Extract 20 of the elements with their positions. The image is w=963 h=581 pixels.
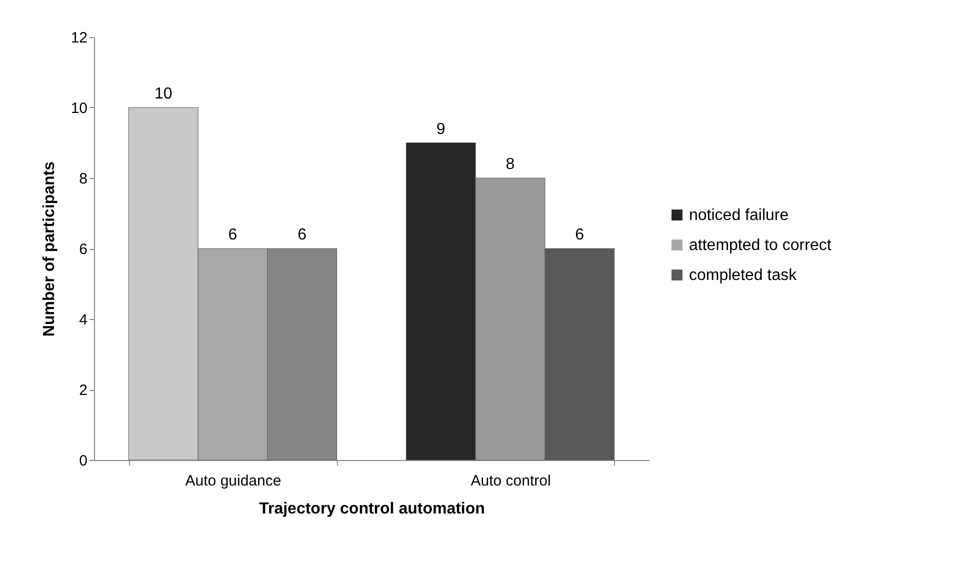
legend-label: attempted to correct (689, 237, 832, 254)
data-label: 10 (154, 86, 172, 102)
data-label: 6 (298, 226, 307, 244)
y-tick-label: 6 (79, 241, 88, 258)
y-tick-label: 0 (79, 452, 88, 470)
x-axis-title: Trajectory control automation (259, 500, 485, 518)
y-axis-title: Number of participants (40, 161, 58, 337)
y-tick-label: 12 (70, 30, 88, 46)
y-tick-label: 2 (79, 382, 88, 399)
y-tick-label: 10 (70, 100, 88, 117)
x-tick-label: Auto control (470, 472, 551, 490)
legend-label: completed task (689, 267, 798, 284)
data-label: 6 (228, 226, 238, 244)
data-label: 8 (506, 156, 515, 173)
y-tick-label: 4 (79, 312, 88, 328)
legend-label: noticed failure (689, 207, 789, 224)
x-tick-label: Auto guidance (185, 472, 282, 490)
data-label: 6 (575, 226, 584, 244)
data-label: 9 (436, 120, 446, 138)
y-tick-label: 8 (79, 170, 88, 188)
